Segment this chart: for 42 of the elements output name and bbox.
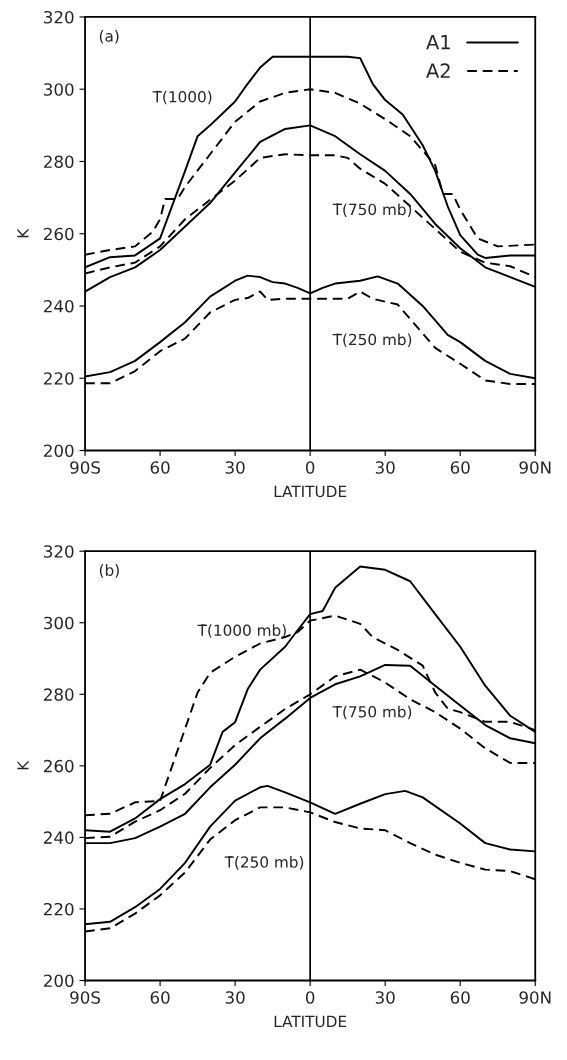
y-tick-label: 280 xyxy=(44,688,74,701)
y-axis-title: K xyxy=(17,760,29,770)
y-tick-label: 220 xyxy=(44,902,74,916)
y-tick-label: 300 xyxy=(44,616,74,630)
y-tick-label: 320 xyxy=(44,10,74,24)
annotation: T̄(1000 mb) xyxy=(197,624,286,638)
x-tick-label: 60 xyxy=(450,991,470,1004)
y-tick-label: 320 xyxy=(44,545,74,558)
x-tick-label: 90S xyxy=(70,991,101,1004)
annotation: T̄(250 mb) xyxy=(224,856,304,870)
annotation: T̄(750 mb) xyxy=(332,203,412,218)
y-axis-title: K xyxy=(17,228,29,238)
x-axis-title: LATITUDE xyxy=(274,1015,347,1028)
y-tick-label: 280 xyxy=(44,155,74,169)
x-tick-label: 30 xyxy=(375,991,395,1004)
x-tick-label: 30 xyxy=(225,991,245,1004)
y-tick-label: 200 xyxy=(44,974,74,988)
annotation: T̄(750 mb) xyxy=(332,705,412,720)
x-tick-label: 30 xyxy=(225,461,245,474)
x-tick-label: 30 xyxy=(375,461,395,474)
y-tick-label: 260 xyxy=(44,759,74,773)
x-tick-label: 90N xyxy=(519,461,551,474)
y-tick-label: 220 xyxy=(44,372,74,385)
y-tick-label: 300 xyxy=(44,83,74,96)
x-tick-label: 90N xyxy=(519,991,551,1004)
annotation: (b) xyxy=(99,564,119,578)
x-tick-label: 90S xyxy=(70,461,101,474)
legend-label: A1 xyxy=(426,35,450,50)
y-tick-label: 240 xyxy=(44,299,74,313)
annotation: (a) xyxy=(99,29,119,44)
annotation: T̄(250 mb) xyxy=(332,333,412,348)
x-tick-label: 60 xyxy=(450,461,470,474)
x-tick-label: 0 xyxy=(305,461,315,474)
legend-label: A2 xyxy=(426,63,450,78)
x-tick-label: 0 xyxy=(305,991,315,1004)
annotation: T̄(1000) xyxy=(152,90,212,105)
x-axis-title: LATITUDE xyxy=(274,485,347,498)
y-tick-label: 200 xyxy=(44,444,74,458)
x-tick-label: 60 xyxy=(150,461,170,474)
y-tick-label: 260 xyxy=(44,227,74,241)
x-tick-label: 60 xyxy=(150,991,170,1004)
y-tick-label: 240 xyxy=(44,831,74,844)
